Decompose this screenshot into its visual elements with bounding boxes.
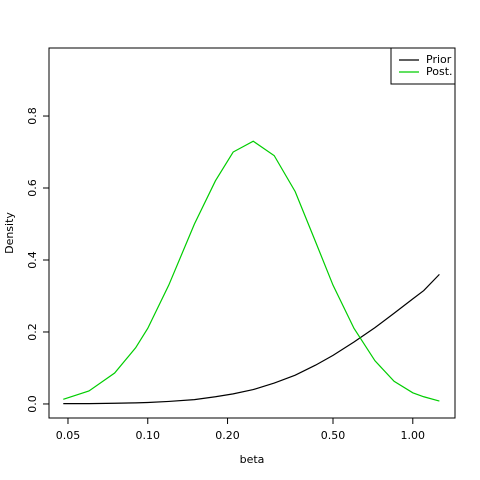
legend-box [390,47,456,85]
x-axis-label: beta [240,453,265,466]
legend-label: Post. [426,65,453,78]
series-line [63,273,440,405]
x-tick-label: 0.05 [56,429,81,442]
legend-label: Prior [426,53,452,66]
x-tick-label: 1.00 [401,429,426,442]
x-tick-label: 0.50 [321,429,346,442]
series-line [63,140,440,402]
y-tick-label: 0.4 [26,251,39,269]
y-tick-label: 0.8 [26,107,39,125]
y-tick-label: 0.0 [26,395,39,413]
y-tick-label: 0.6 [26,179,39,197]
y-tick-label: 0.2 [26,323,39,341]
x-tick-label: 0.10 [136,429,161,442]
plot-frame [48,47,456,419]
y-axis-label: Density [3,212,16,254]
x-tick-label: 0.20 [215,429,240,442]
